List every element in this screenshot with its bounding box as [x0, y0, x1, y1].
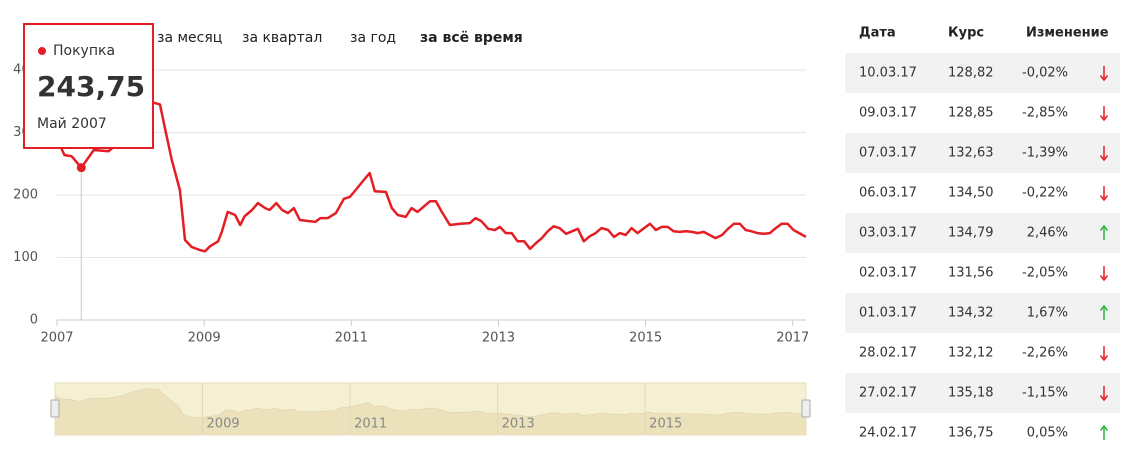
- cell-rate: 128,85: [948, 106, 994, 121]
- navigator-handle: [50, 399, 60, 418]
- x-tick-label: 2015: [629, 331, 662, 346]
- cell-change: -0,02%: [1022, 66, 1068, 81]
- cell-change: -1,15%: [1022, 386, 1068, 401]
- change-arrow: [1099, 346, 1109, 362]
- cell-change: -0,22%: [1022, 186, 1068, 201]
- y-tick-label: 0: [30, 313, 38, 328]
- cell-date: 24.02.17: [859, 426, 917, 441]
- tooltip-box: [23, 23, 154, 149]
- cell-rate: 136,75: [948, 426, 994, 441]
- navigator-label: 2011: [354, 417, 387, 432]
- cell-date: 03.03.17: [859, 226, 917, 241]
- navigator-label: 2009: [207, 417, 240, 432]
- cell-rate: 132,12: [948, 346, 994, 361]
- highlight-point: [76, 163, 86, 173]
- tooltip: Покупка 243,75 Май 2007: [23, 23, 154, 149]
- tooltip-series: Покупка: [53, 43, 115, 59]
- navigator-label: 2013: [502, 417, 535, 432]
- cell-rate: 132,63: [948, 146, 994, 161]
- x-tick-label: 2013: [482, 331, 515, 346]
- cell-rate: 134,32: [948, 306, 994, 321]
- cell-change: 0,05%: [1027, 426, 1068, 441]
- cell-change: -2,26%: [1022, 346, 1068, 361]
- tooltip-value: 243,75: [37, 70, 145, 103]
- cell-change: -2,85%: [1022, 106, 1068, 121]
- x-tick-label: 2011: [335, 331, 368, 346]
- row-bg: [845, 133, 1120, 173]
- change-arrow: [1099, 186, 1109, 202]
- rate-table: Дата Курс Изменение 10.03.17 128,82 -0,02% 09.…: [845, 26, 1120, 441]
- tab[interactable]: за месяц: [157, 30, 222, 46]
- cell-date: 09.03.17: [859, 106, 917, 121]
- change-arrow: [1099, 66, 1109, 82]
- cell-change: 1,67%: [1027, 306, 1068, 321]
- navigator-label: 2015: [649, 417, 682, 432]
- table-header: Изменение: [1026, 26, 1109, 41]
- cell-date: 06.03.17: [859, 186, 917, 201]
- tab[interactable]: за квартал: [242, 30, 322, 46]
- tooltip-dot: [38, 47, 46, 55]
- change-arrow: [1099, 386, 1109, 402]
- cell-date: 07.03.17: [859, 146, 917, 161]
- change-arrow: [1099, 266, 1109, 282]
- change-arrow: [1099, 224, 1109, 240]
- price-line: [55, 100, 807, 253]
- navigator[interactable]: 2009 2011 2013 2015: [50, 382, 811, 436]
- cell-rate: 134,50: [948, 186, 994, 201]
- change-arrow: [1099, 146, 1109, 162]
- cell-change: -1,39%: [1022, 146, 1068, 161]
- x-tick-label: 2007: [40, 331, 73, 346]
- change-arrow: [1099, 424, 1109, 440]
- row-bg: [845, 213, 1120, 253]
- x-tick-label: 2017: [776, 331, 809, 346]
- cell-rate: 135,18: [948, 386, 994, 401]
- cell-rate: 128,82: [948, 66, 994, 81]
- cell-date: 28.02.17: [859, 346, 917, 361]
- row-bg: [845, 373, 1120, 413]
- x-tick-label: 2009: [188, 331, 221, 346]
- cell-date: 27.02.17: [859, 386, 917, 401]
- table-header: Дата: [859, 26, 896, 41]
- navigator-area: [55, 389, 806, 435]
- cell-date: 01.03.17: [859, 306, 917, 321]
- y-tick-label: 200: [13, 188, 38, 203]
- row-bg: [845, 293, 1120, 333]
- cell-rate: 131,56: [948, 266, 994, 281]
- navigator-handle: [801, 399, 811, 418]
- cell-date: 02.03.17: [859, 266, 917, 281]
- cell-change: -2,05%: [1022, 266, 1068, 281]
- table-header: Курс: [948, 26, 984, 41]
- tooltip-date: Май 2007: [37, 116, 107, 132]
- y-tick-label: 100: [13, 250, 38, 265]
- cell-rate: 134,79: [948, 226, 994, 241]
- cell-date: 10.03.17: [859, 66, 917, 81]
- change-arrow: [1099, 304, 1109, 320]
- change-arrow: [1099, 106, 1109, 122]
- cell-change: 2,46%: [1027, 226, 1068, 241]
- tab-active[interactable]: за всё время: [420, 30, 523, 46]
- tab[interactable]: за год: [350, 30, 396, 46]
- row-bg: [845, 53, 1120, 93]
